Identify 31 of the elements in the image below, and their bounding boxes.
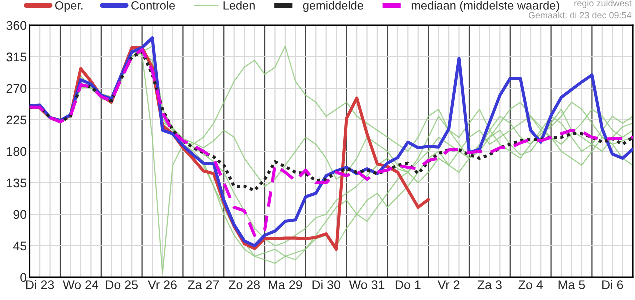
y-tick-label: 45	[13, 242, 27, 251]
x-tick-label: Za 3	[478, 280, 502, 290]
y-tick-label: 225	[6, 116, 27, 125]
x-tick-label: Ma 29	[269, 280, 302, 290]
x-tick-label: Di 23	[26, 280, 54, 290]
x-tick-label: Do 25	[106, 280, 138, 290]
x-tick-label: Di 6	[602, 280, 624, 290]
legend-label: gemiddelde	[303, 1, 364, 12]
x-tick-label: Ma 5	[558, 280, 586, 290]
legend-label: Controle	[132, 1, 176, 10]
y-tick-label: 360	[6, 21, 27, 30]
x-tick-label: Wo 31	[349, 280, 385, 290]
y-tick-label: 180	[7, 147, 27, 156]
x-tick-label: Zo 4	[518, 280, 543, 290]
legend-label: mediaan (middelste waarde)	[412, 1, 560, 12]
x-tick-label: Za 27	[188, 280, 220, 290]
legend-label: Leden	[224, 1, 255, 10]
text: regio zuidwest	[574, 0, 632, 8]
x-tick-label: Zo 28	[228, 280, 260, 290]
y-tick-label: 0	[20, 273, 27, 282]
legend-label: Oper.	[55, 1, 83, 12]
x-tick-label: Wo 24	[63, 280, 99, 290]
text: Gemaakt: di 23 dec 09:54	[528, 12, 632, 19]
y-tick-label: 90	[14, 210, 27, 220]
x-tick-label: Do 1	[396, 280, 421, 290]
x-tick-label: Vr 2	[438, 280, 460, 290]
x-tick-label: Di 30	[312, 280, 340, 290]
y-tick-label: 135	[7, 178, 27, 188]
y-tick-label: 270	[6, 84, 27, 94]
x-tick-label: Vr 26	[148, 280, 177, 290]
y-tick-label: 315	[6, 52, 27, 62]
